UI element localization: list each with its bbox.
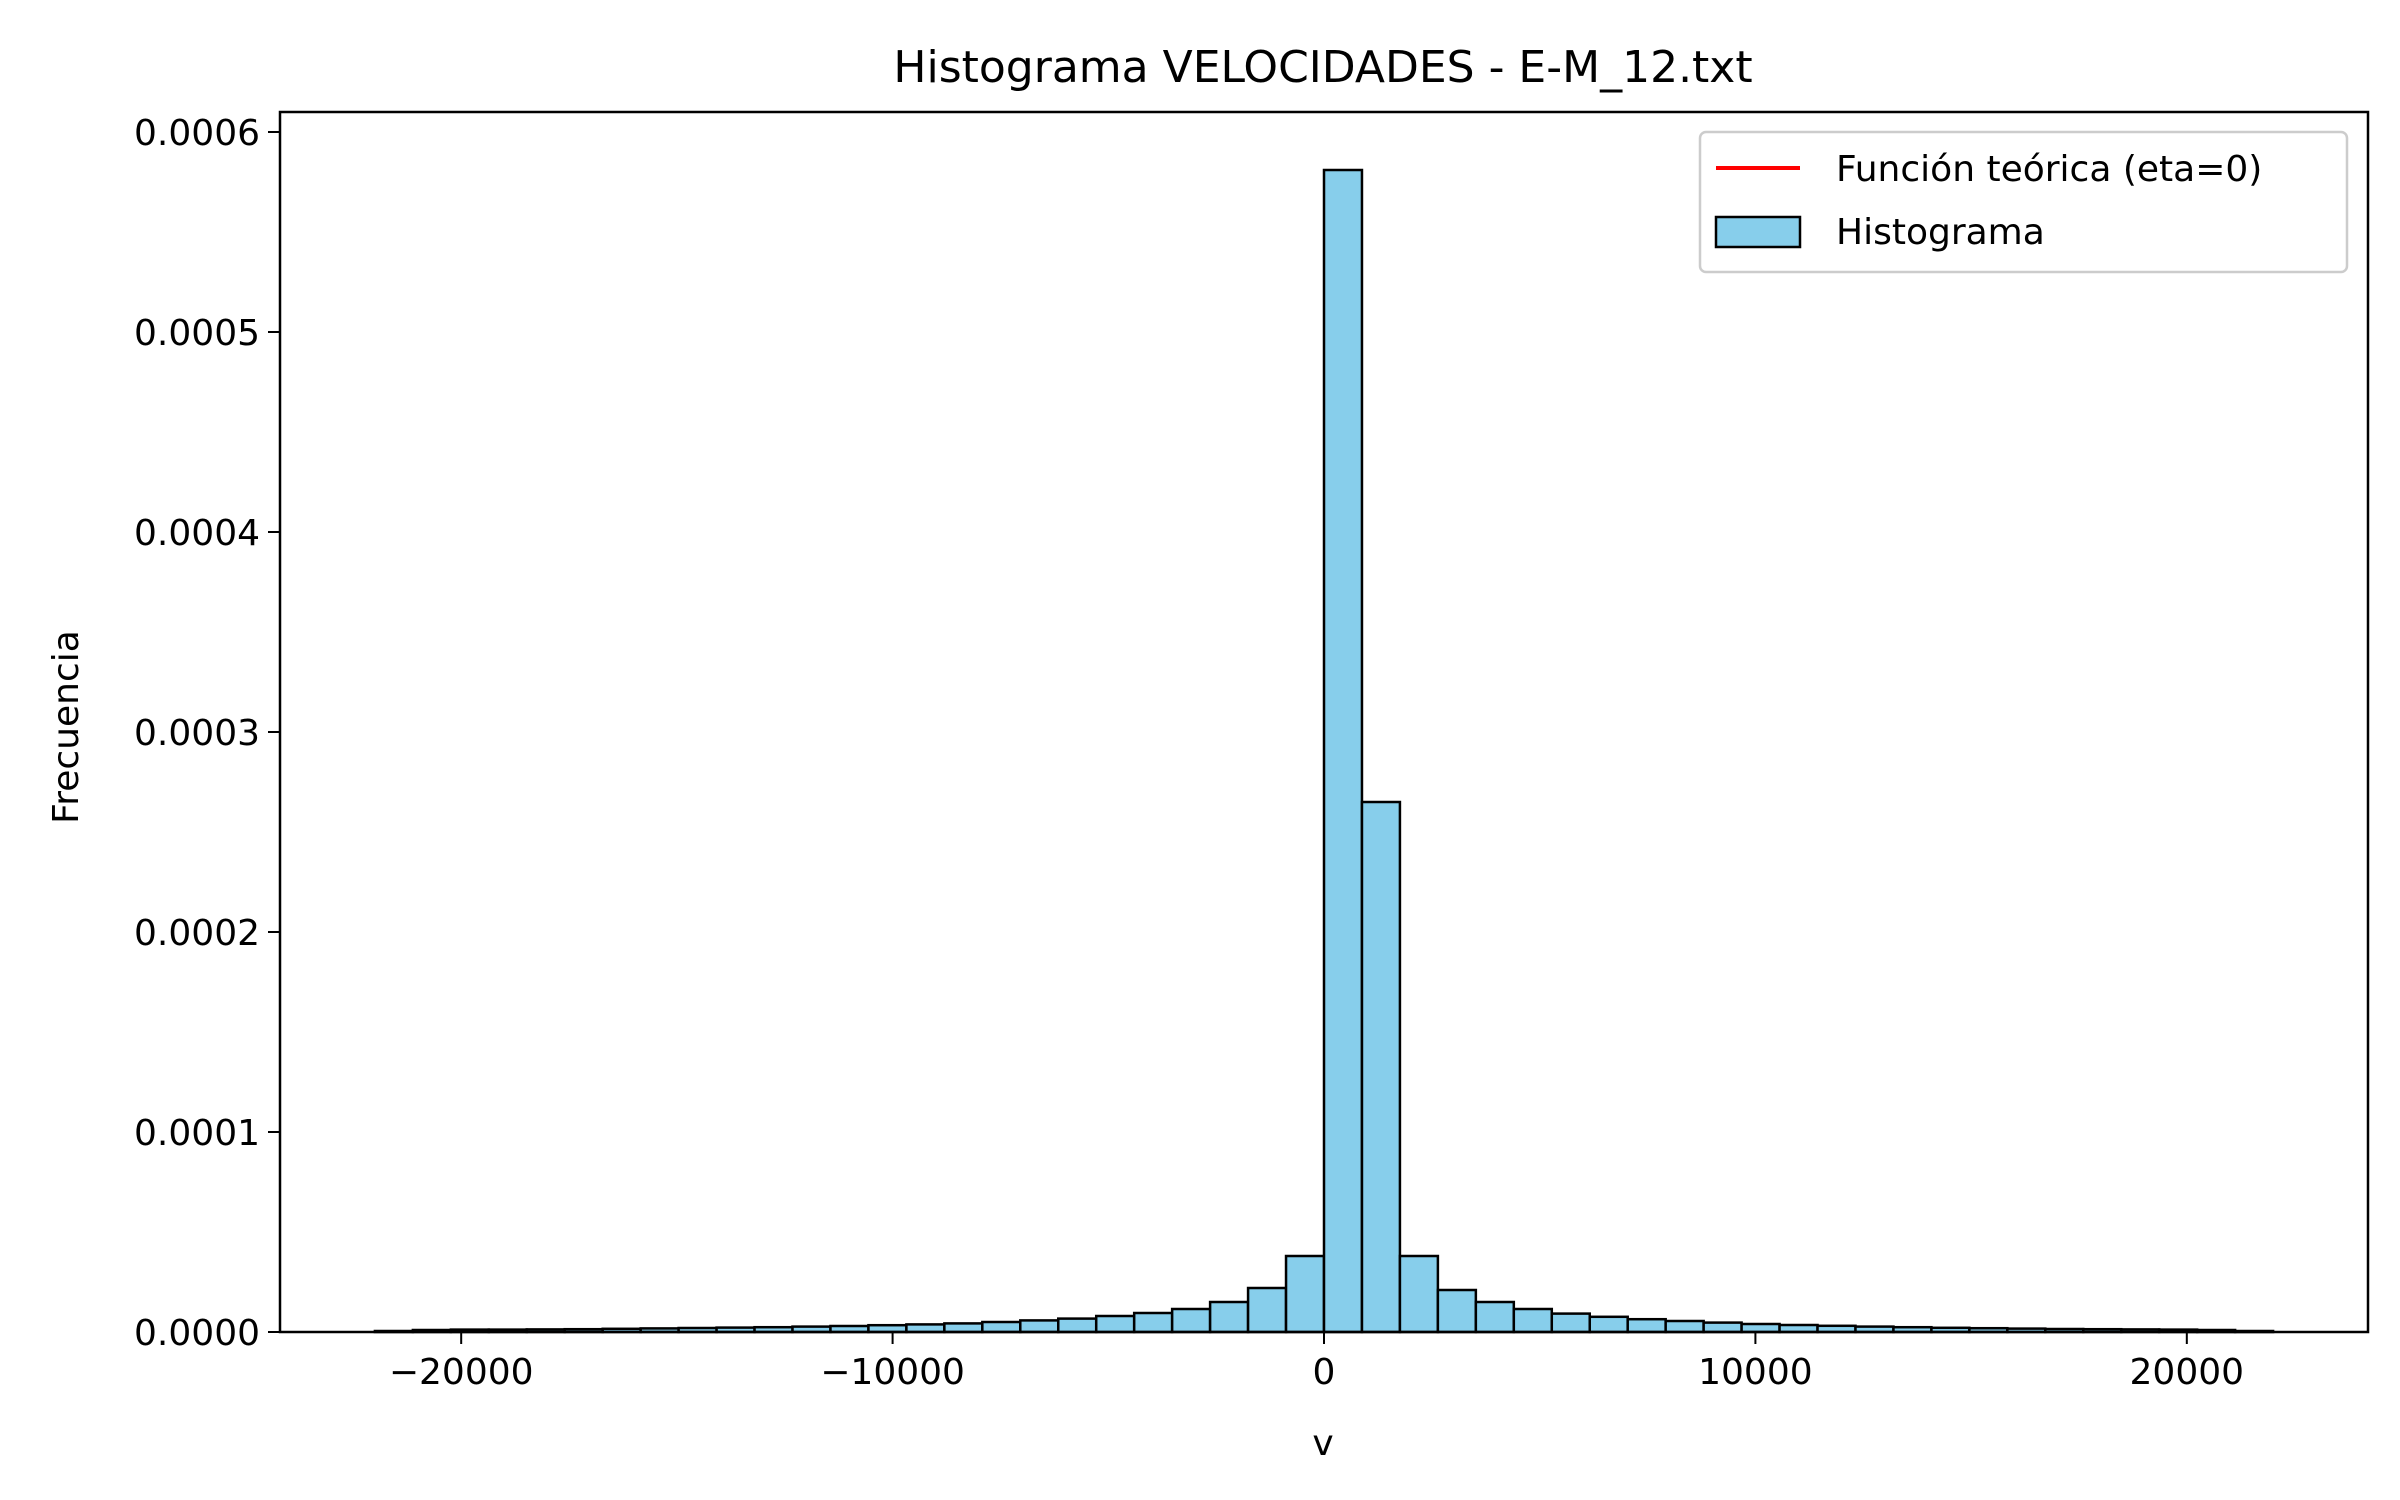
histogram-bar	[1019, 1319, 1060, 1334]
histogram-bar	[1360, 800, 1402, 1334]
histogram-bar	[1474, 1300, 1516, 1334]
x-tick-label: 0	[1313, 1352, 1336, 1393]
legend-label-histogram: Histograma	[1836, 212, 2045, 253]
histogram-bar	[1512, 1307, 1554, 1334]
y-tick-label: 0.0001	[134, 1113, 260, 1154]
histogram-bar	[1398, 1254, 1440, 1334]
histogram-bar	[1246, 1286, 1288, 1334]
histogram-bar	[1626, 1317, 1667, 1334]
y-tick-label: 0.0000	[134, 1313, 260, 1354]
histogram-bar	[1436, 1288, 1478, 1334]
axis-ticks: −20000 −10000 0 10000 20000 0.0000 0.0001 0.000…	[134, 113, 2244, 1393]
legend-box	[1698, 130, 2349, 274]
histogram-bar	[1664, 1319, 1705, 1334]
x-tick-label: 20000	[2130, 1352, 2245, 1393]
plot-area-frame	[278, 110, 2370, 1334]
x-tick-label: 10000	[1698, 1352, 1813, 1393]
histogram-bar	[1322, 168, 1364, 1334]
y-tick-label: 0.0006	[134, 113, 260, 154]
legend-patch-swatch	[1714, 215, 1802, 249]
y-tick-label: 0.0005	[134, 313, 260, 354]
legend: Función teórica (eta=0) Histograma	[1698, 130, 2349, 274]
histogram-bar	[1588, 1315, 1629, 1334]
x-tick-label: −10000	[820, 1352, 965, 1393]
chart-title: Histograma VELOCIDADES - E-M_12.txt	[893, 42, 1752, 93]
histogram-bar	[943, 1322, 984, 1334]
histogram-bar	[1208, 1300, 1250, 1334]
x-tick-label: −20000	[389, 1352, 534, 1393]
histogram-bar	[1284, 1254, 1326, 1334]
y-tick-label: 0.0003	[134, 713, 260, 754]
y-axis-label: Frecuencia	[46, 630, 87, 824]
legend-label-theory: Función teórica (eta=0)	[1836, 149, 2262, 190]
histogram-bar	[1094, 1314, 1136, 1334]
histogram-bar	[1550, 1312, 1591, 1334]
histogram-bar	[981, 1320, 1022, 1334]
histogram-bar	[1702, 1321, 1743, 1334]
histogram-bar	[1132, 1311, 1174, 1334]
y-tick-label: 0.0004	[134, 513, 260, 554]
histogram-bar	[1057, 1317, 1098, 1334]
y-tick-label: 0.0002	[134, 913, 260, 954]
histogram-bar	[1170, 1307, 1212, 1334]
x-axis-label: v	[1312, 1423, 1333, 1464]
